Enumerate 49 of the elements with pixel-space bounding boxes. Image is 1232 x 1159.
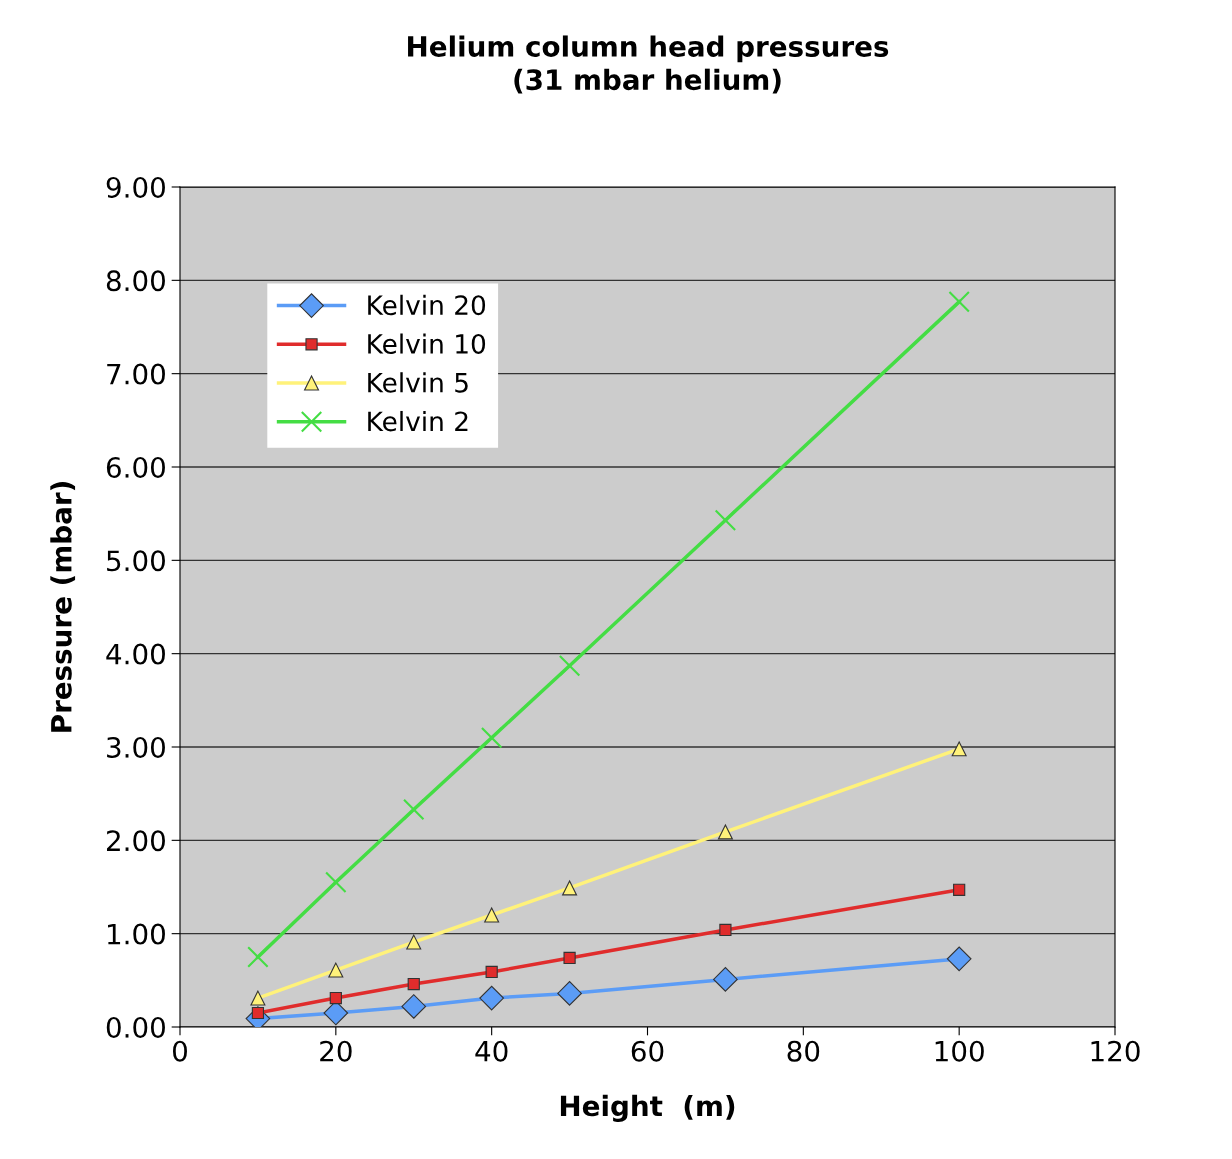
point: [479, 985, 505, 1011]
point: [558, 655, 581, 677]
x-tick-label: 0: [172, 1040, 187, 1062]
point: [402, 798, 425, 821]
point: [406, 934, 422, 950]
point: [563, 951, 576, 965]
point: [247, 946, 269, 968]
point: [951, 741, 967, 757]
y-tick-label: 8.00: [106, 270, 165, 292]
point: [480, 726, 503, 749]
point: [948, 291, 970, 313]
point: [717, 824, 733, 840]
point: [325, 871, 347, 894]
y-tick-label: 9.00: [106, 176, 165, 198]
y-tick-label: 6.00: [106, 456, 165, 478]
point: [557, 981, 582, 1006]
y-tick-label: 1.00: [108, 923, 165, 945]
y-tick-label: 0.00: [106, 1016, 165, 1038]
y-tick-label: 3.00: [107, 736, 165, 758]
point: [713, 967, 738, 992]
point: [329, 991, 342, 1005]
point: [953, 883, 966, 896]
x-tick-label: 20: [320, 1040, 352, 1062]
point: [328, 962, 344, 978]
x-tick-label: 40: [475, 1040, 508, 1062]
point: [485, 965, 498, 979]
legend-label: Kelvin 5: [368, 372, 468, 393]
point: [407, 977, 420, 991]
point: [714, 509, 737, 531]
y-tick-label: 2.00: [106, 830, 165, 852]
y-axis-title: Pressure (mbar): [50, 482, 76, 732]
x-axis-title: Height (m): [560, 1094, 735, 1122]
point: [946, 946, 972, 972]
x-tick-label: 60: [631, 1040, 664, 1062]
x-tick-label: 120: [1091, 1040, 1140, 1062]
point: [250, 990, 266, 1006]
legend-label: Kelvin 20: [368, 294, 486, 316]
point: [719, 923, 732, 937]
point: [562, 880, 578, 896]
y-tick-label: 7.00: [107, 363, 165, 385]
legend-label: Kelvin 2: [368, 410, 468, 432]
x-tick-label: 80: [787, 1040, 820, 1062]
chart-title: Helium column head pressures (31 mbar helium): [408, 35, 889, 94]
y-tick-label: 5.00: [107, 550, 165, 572]
point: [484, 907, 500, 923]
x-tick-label: 100: [935, 1040, 984, 1062]
y-tick-label: 4.00: [106, 643, 165, 665]
legend-label: Kelvin 10: [368, 333, 486, 354]
point: [401, 994, 427, 1019]
